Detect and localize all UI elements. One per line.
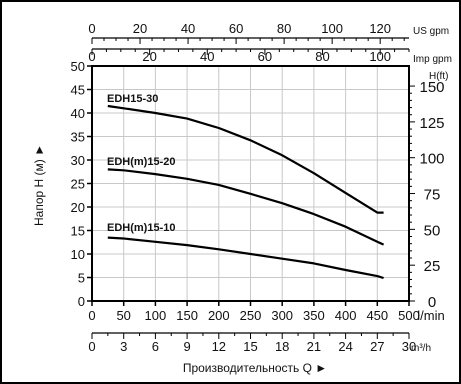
top-us-axis-tick-label: 40: [181, 21, 195, 36]
x-tick-label: 200: [208, 308, 230, 323]
top-us-axis-tick-label: 80: [277, 21, 291, 36]
series-line: [107, 104, 384, 214]
top-us-axis-tick-label: 100: [321, 21, 343, 36]
x2-axis-tick-label: 0: [88, 339, 95, 354]
y-tick-label: 45: [71, 83, 85, 98]
top-imp-axis-tick-label: 80: [315, 49, 329, 64]
x-tick-label: 500: [398, 308, 420, 323]
top-us-axis-unit-label: US gpm: [413, 26, 449, 37]
x-axis-title: Производительность Q ►: [183, 361, 327, 375]
top-imp-axis-tick-label: 100: [369, 49, 391, 64]
top-imp-axis-unit-label: Imp gpm: [413, 54, 452, 65]
x-tick-label: 350: [303, 308, 325, 323]
top-imp-axis-tick-label: 20: [142, 49, 156, 64]
x-tick-label: 100: [145, 308, 167, 323]
top-us-axis-tick-label: 120: [369, 21, 391, 36]
top-us-axis-tick-label: 20: [133, 21, 147, 36]
top-imp-axis-tick-label: 40: [200, 49, 214, 64]
y-tick-label: 5: [78, 271, 85, 286]
y-tick-label: 0: [78, 294, 85, 309]
right-unit-label: H(ft): [429, 71, 448, 82]
x2-axis-tick-label: 30: [402, 339, 416, 354]
right-tick-label: 25: [424, 258, 441, 275]
x-unit-label: l/min: [417, 308, 444, 323]
y-axis-title: Напор H (м) ►: [32, 144, 46, 226]
top-imp-axis-tick-label: 0: [88, 49, 95, 64]
x2-axis-tick-label: 6: [152, 339, 159, 354]
series-line: [107, 236, 384, 280]
x2-axis-tick-label: 21: [307, 339, 321, 354]
x-tick-label: 400: [335, 308, 357, 323]
top-us-axis-tick-label: 60: [229, 21, 243, 36]
right-tick-label: 0: [428, 294, 436, 311]
y-tick-label: 50: [71, 59, 85, 74]
right-tick-label: 150: [419, 79, 444, 96]
series-label: EDH(m)15-10: [107, 222, 175, 234]
right-tick-label: 50: [424, 222, 441, 239]
x-tick-label: 450: [366, 308, 388, 323]
x2-axis-tick-label: 24: [338, 339, 352, 354]
right-tick-label: 75: [424, 187, 441, 204]
x-tick-label: 50: [116, 308, 130, 323]
y-tick-label: 35: [71, 130, 85, 145]
x-tick-label: 150: [176, 308, 198, 323]
series-label: EDH15-30: [107, 93, 158, 105]
y-tick-label: 10: [71, 247, 85, 262]
y-tick-label: 30: [71, 153, 85, 168]
y-tick-label: 40: [71, 106, 85, 121]
pump-curves: EDH15-30 EDH(m)15-20 EDH(m)15-10: [107, 93, 385, 280]
top-us-axis-tick-label: 0: [88, 21, 95, 36]
right-tick-label: 100: [419, 151, 444, 168]
right-tick-label: 125: [419, 115, 444, 132]
series-label: EDH(m)15-20: [107, 156, 175, 168]
x2-axis-tick-label: 3: [120, 339, 127, 354]
x2-axis-tick-label: 27: [370, 339, 384, 354]
x2-axis-tick-label: 12: [212, 339, 226, 354]
y-tick-label: 15: [71, 224, 85, 239]
x-tick-label: 0: [88, 308, 95, 323]
x-tick-label: 300: [271, 308, 293, 323]
x2-axis-tick-label: 15: [243, 339, 257, 354]
top-imp-axis-tick-label: 60: [258, 49, 272, 64]
series-line: [107, 168, 385, 246]
x2-axis-unit-label: m³/h: [411, 343, 431, 354]
y-tick-label: 25: [71, 177, 85, 192]
y-tick-label: 20: [71, 200, 85, 215]
x2-axis-tick-label: 18: [275, 339, 289, 354]
x2-axis-tick-label: 9: [183, 339, 190, 354]
x-tick-label: 250: [240, 308, 262, 323]
